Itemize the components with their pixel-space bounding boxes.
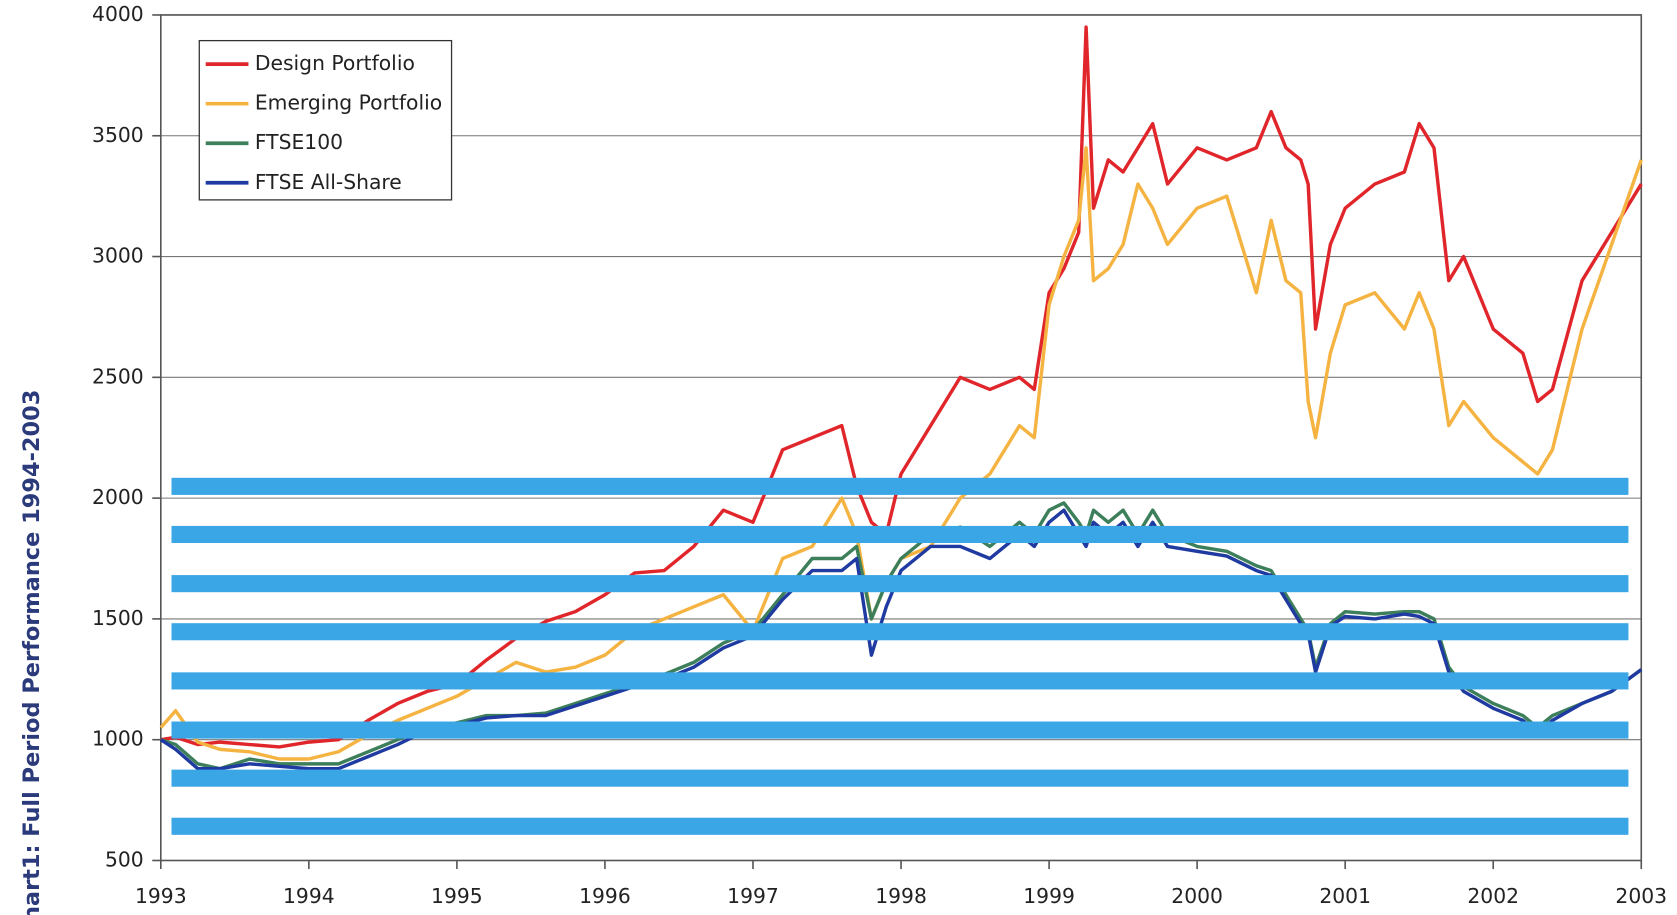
overlay-bar: [171, 769, 1629, 787]
legend-label: FTSE All-Share: [255, 170, 402, 194]
x-tick-label: 2003: [1615, 884, 1667, 908]
overlay-bar: [171, 721, 1629, 739]
overlay-bars: [171, 477, 1629, 835]
overlay-bar: [171, 817, 1629, 835]
x-tick-label: 1993: [135, 884, 187, 908]
y-tick-label: 3500: [92, 123, 144, 147]
x-tick-label: 1999: [1023, 884, 1075, 908]
plot-frame: [159, 14, 1643, 862]
legend-box: [198, 39, 453, 201]
y-tick-label: 500: [105, 847, 144, 871]
overlay-bar: [171, 623, 1629, 641]
x-tick-label: 1998: [875, 884, 927, 908]
series-line: [159, 146, 1643, 761]
y-tick-label: 1500: [92, 606, 144, 630]
y-tick-label: 2500: [92, 364, 144, 388]
chart-title: Chart1: Full Period Performance 1994-200…: [19, 390, 45, 915]
overlay-bar: [171, 525, 1629, 544]
overlay-bar: [171, 672, 1629, 690]
x-tick-label: 1996: [579, 884, 631, 908]
legend-label: Design Portfolio: [255, 51, 415, 75]
legend: Design Portfolio Emerging Portfolio FTSE10…: [198, 39, 453, 201]
overlay-bar: [171, 575, 1629, 593]
legend-label: Emerging Portfolio: [255, 91, 442, 115]
x-tick-label: 2000: [1171, 884, 1223, 908]
y-tick-label: 3000: [92, 244, 144, 268]
y-tick-label: 1000: [92, 727, 144, 751]
grid: 500 1000 1500 2000 2500 3000 3500 4000 1993 1994 1…: [92, 2, 1667, 908]
x-tick-label: 2001: [1319, 884, 1371, 908]
x-tick-label: 1997: [727, 884, 779, 908]
overlay-bar: [171, 477, 1629, 495]
legend-label: FTSE100: [255, 130, 343, 154]
y-tick-label: 2000: [92, 485, 144, 509]
x-tick-label: 2002: [1467, 884, 1519, 908]
x-tick-label: 1994: [283, 884, 335, 908]
x-tick-label: 1995: [431, 884, 483, 908]
y-tick-label: 4000: [92, 2, 144, 26]
